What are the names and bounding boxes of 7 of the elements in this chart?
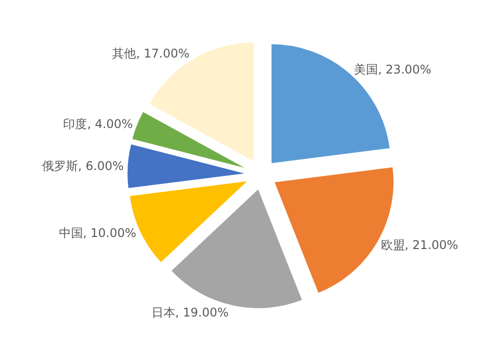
slice-label: 俄罗斯, 6.00%: [42, 159, 124, 174]
slice-label: 印度, 4.00%: [63, 117, 133, 132]
slice-label: 欧盟, 21.00%: [380, 238, 458, 252]
slice-label: 日本, 19.00%: [151, 305, 229, 320]
slice-label: 其他, 17.00%: [112, 46, 190, 61]
slice-label: 中国, 10.00%: [58, 226, 136, 240]
slice-label: 美国, 23.00%: [354, 62, 432, 77]
